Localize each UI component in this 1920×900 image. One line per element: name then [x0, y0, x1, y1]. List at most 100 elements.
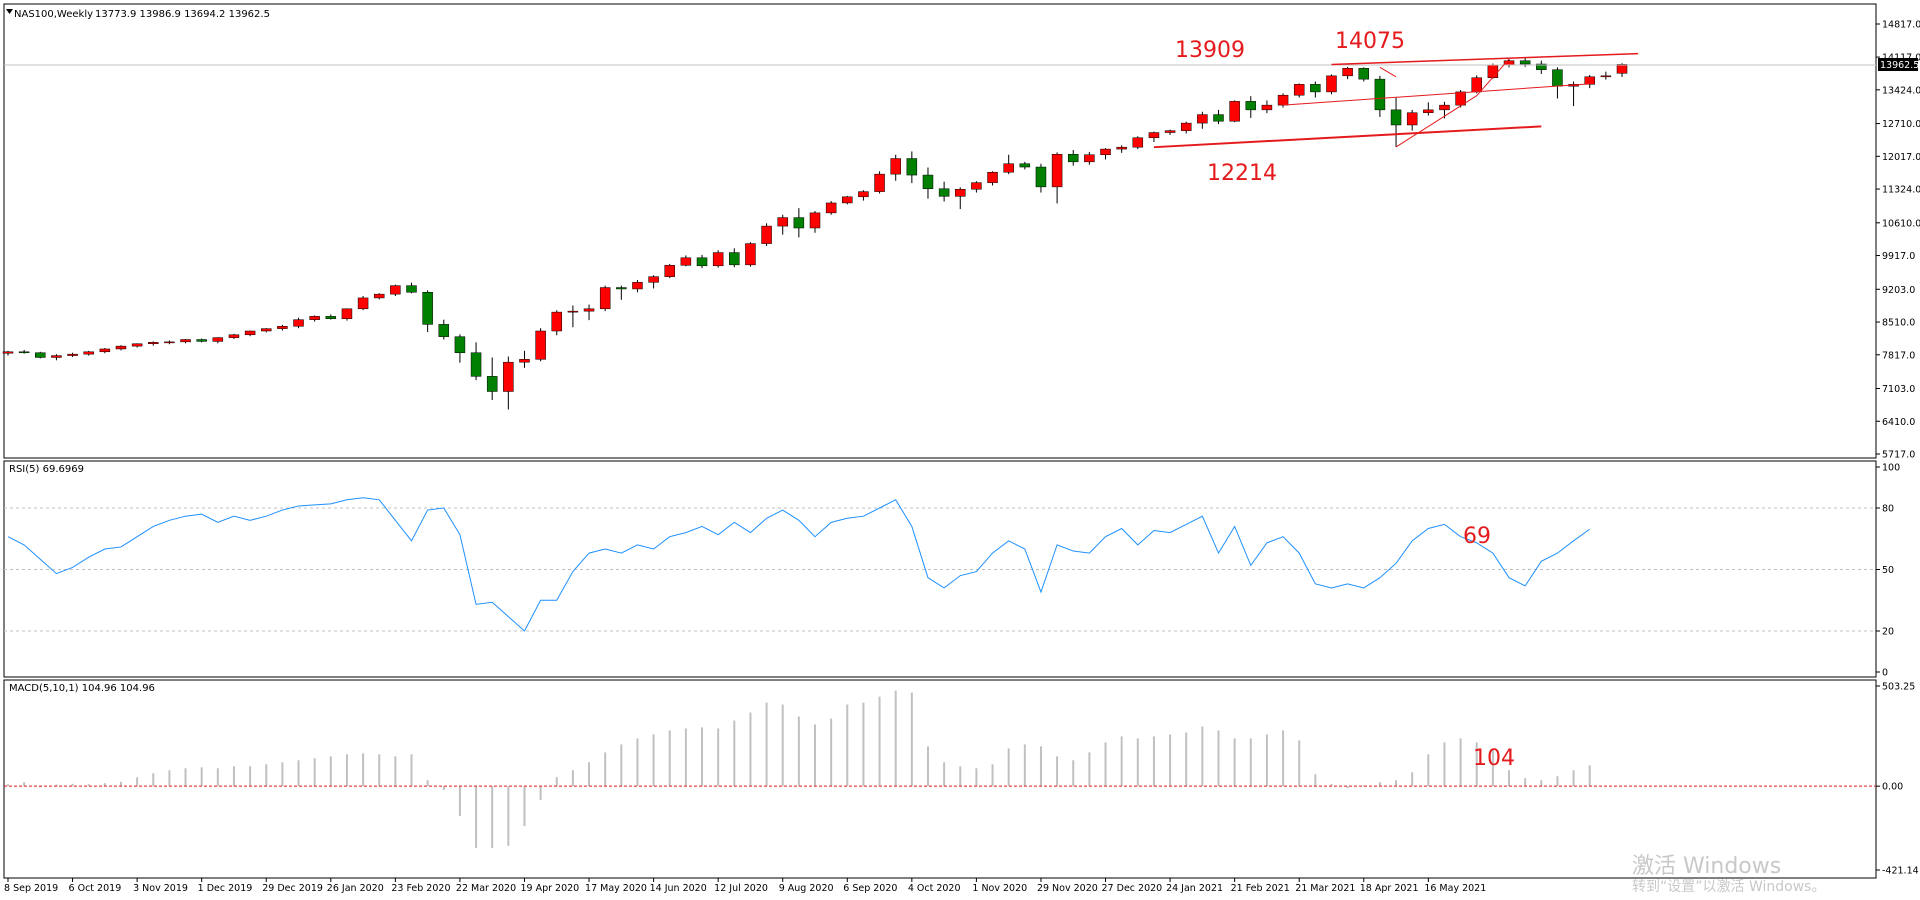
bullish-candle-body	[148, 342, 159, 345]
bearish-candle-body	[922, 174, 934, 190]
time-label: 29 Dec 2019	[262, 883, 323, 894]
bullish-candle-body	[535, 330, 546, 360]
candle	[1374, 75, 1386, 117]
bearish-candle-body	[422, 292, 433, 325]
bullish-candle-body	[503, 361, 514, 392]
macd-axis: 503.25 0.00 -421.14	[1876, 682, 1919, 877]
bullish-candle-body	[583, 308, 595, 312]
bullish-candle-body	[1132, 137, 1144, 148]
bearish-candle-body	[1019, 163, 1031, 168]
rsi-tick-label: 80	[1882, 504, 1894, 515]
bullish-candle-body	[341, 308, 353, 319]
bullish-candle-body	[1003, 163, 1014, 173]
bearish-candle-body	[793, 217, 805, 229]
collapse-triangle-icon[interactable]	[6, 9, 13, 14]
bullish-candle-body	[971, 182, 982, 190]
candle	[1326, 74, 1337, 95]
rsi-tick-label: 20	[1882, 627, 1894, 638]
bullish-candle-body	[777, 217, 788, 227]
candle	[761, 223, 772, 246]
time-label: 22 Mar 2020	[456, 883, 516, 894]
price-axis: 14817.014117.013424.012710.012017.011324…	[1876, 20, 1920, 461]
chart-ohlc: 13773.9 13986.9 13694.2 13962.5	[95, 9, 270, 20]
bearish-candle-body	[696, 257, 708, 267]
candle	[51, 354, 62, 361]
price-tick-label: 12710.0	[1882, 119, 1920, 130]
bearish-candle-body	[454, 336, 466, 353]
bullish-candle-body	[761, 225, 772, 244]
candle	[1197, 111, 1208, 129]
candle	[1051, 152, 1063, 204]
candle	[115, 345, 127, 351]
candle	[148, 341, 159, 346]
rsi-panel[interactable]: 100 80 50 20 0 RSI(5) 69.6969 69	[3, 460, 1900, 679]
bearish-candle-body	[616, 287, 627, 290]
bullish-candle-body	[180, 339, 191, 343]
bearish-candle-body	[486, 376, 498, 392]
candle	[1536, 60, 1547, 74]
rsi-line	[7, 497, 1591, 632]
bullish-candle-body	[309, 316, 320, 320]
bullish-candle-body	[551, 311, 563, 332]
bearish-candle-body	[1067, 154, 1079, 163]
bullish-candle-body	[955, 188, 966, 197]
candle	[1342, 66, 1353, 80]
bullish-candle-body	[1197, 114, 1208, 124]
candle	[196, 338, 207, 343]
candle	[406, 282, 417, 294]
bearish-candle-body	[1310, 84, 1321, 93]
time-label: 17 May 2020	[585, 883, 647, 894]
bullish-candle-body	[1326, 75, 1337, 93]
bearish-candle-body	[1536, 63, 1547, 70]
annotation-high-14075: 14075	[1335, 29, 1405, 54]
macd-label: MACD(5,10,1) 104.96 104.96	[9, 683, 155, 694]
macd-panel[interactable]: 503.25 0.00 -421.14 MACD(5,10,1) 104.96 10…	[3, 679, 1919, 879]
bullish-candle-body	[1439, 104, 1450, 111]
candle	[1487, 63, 1499, 79]
bullish-candle-body	[842, 196, 853, 204]
bullish-candle-body	[212, 337, 224, 342]
macd-annotation: 104	[1473, 746, 1515, 771]
price-panel[interactable]: 14817.014117.013424.012710.012017.011324…	[2, 3, 1920, 461]
rsi-annotation: 69	[1463, 524, 1491, 549]
bearish-candle-body	[325, 316, 337, 319]
bearish-candle-body	[35, 352, 46, 358]
bullish-candle-body	[858, 191, 869, 198]
candle	[228, 333, 240, 340]
candle	[1132, 136, 1144, 150]
bullish-candle-body	[987, 171, 998, 183]
rsi-levels	[4, 507, 1876, 632]
rsi-label: RSI(5) 69.6969	[9, 464, 84, 475]
candle	[680, 255, 692, 267]
candle	[83, 350, 94, 356]
bullish-candle-body	[1180, 122, 1192, 131]
candle	[1616, 63, 1628, 78]
time-label: 9 Aug 2020	[779, 883, 834, 894]
bullish-candle-body	[519, 359, 530, 363]
bearish-candle-body	[1035, 166, 1047, 188]
candle	[551, 310, 563, 336]
candle	[1471, 75, 1482, 94]
bullish-candle-body	[228, 334, 240, 338]
candle	[503, 356, 514, 410]
candle	[632, 279, 643, 293]
bullish-candle-body	[1164, 130, 1176, 133]
candle	[567, 305, 579, 328]
bullish-candle-body	[1487, 64, 1499, 78]
bullish-candle-body	[51, 355, 62, 358]
bullish-candle-body	[712, 252, 724, 267]
candle	[664, 263, 675, 279]
candle	[293, 317, 304, 329]
bullish-candle-body	[632, 282, 643, 290]
time-label: 4 Oct 2020	[908, 883, 961, 894]
candle	[438, 319, 450, 340]
candle	[1310, 81, 1321, 98]
rsi-tick-label: 0	[1882, 668, 1888, 679]
bullish-candle-body	[648, 276, 659, 283]
bullish-candle-body	[874, 173, 885, 192]
candle	[422, 290, 433, 332]
candle	[244, 330, 256, 337]
candle	[583, 304, 595, 321]
candle	[1439, 101, 1450, 119]
